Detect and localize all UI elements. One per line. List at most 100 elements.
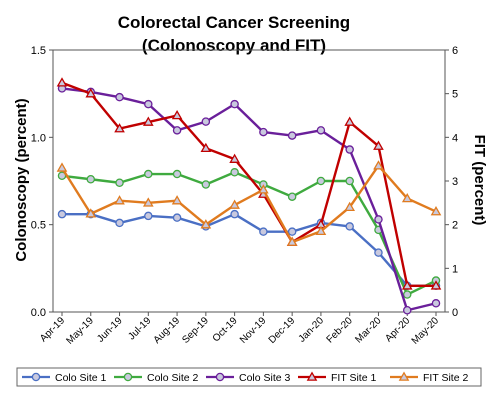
y-axis-left: 0.0 0.5 1.0 1.5 xyxy=(31,45,53,319)
data-point-colo-site-2 xyxy=(287,192,297,201)
y-right-tick-label: 1 xyxy=(452,263,458,275)
data-point-fit-site-2 xyxy=(315,225,327,236)
x-tick-label: Jun-19 xyxy=(95,315,125,345)
y-left-tick-label: 0.5 xyxy=(31,220,46,232)
data-point-fit-site-2 xyxy=(200,219,212,229)
y-axis-right: 0 1 2 3 4 5 6 xyxy=(445,45,458,319)
data-point-colo-site-2 xyxy=(316,176,326,186)
data-point-fit-site-1 xyxy=(85,88,97,98)
y-right-tick-label: 6 xyxy=(452,45,458,57)
data-point-colo-site-2 xyxy=(115,178,124,187)
data-point-colo-site-1 xyxy=(115,218,124,228)
series-colo-site-1 xyxy=(57,209,441,291)
legend-swatch-marker xyxy=(123,372,133,382)
legend-swatch-marker xyxy=(215,372,225,382)
legend-item-fit-site-2: FIT Site 2 xyxy=(390,371,468,384)
data-point-colo-site-2 xyxy=(144,169,153,179)
data-point-colo-site-1 xyxy=(230,209,239,219)
y-right-tick-label: 5 xyxy=(452,89,458,101)
x-tick-label: Mar-20 xyxy=(353,315,383,345)
data-point-fit-site-2 xyxy=(171,195,183,205)
x-tick-label: Apr-20 xyxy=(383,315,412,344)
legend-label: FIT Site 1 xyxy=(331,372,376,384)
data-point-colo-site-2 xyxy=(230,168,239,177)
x-tick-label: May-20 xyxy=(410,315,442,347)
data-point-colo-site-3 xyxy=(144,99,153,109)
y-axis-left-label: Colonoscopy (percent) xyxy=(13,98,30,261)
data-point-colo-site-3 xyxy=(201,117,211,126)
data-point-fit-site-1 xyxy=(142,116,154,126)
data-point-colo-site-2 xyxy=(345,176,354,186)
data-point-fit-site-2 xyxy=(401,192,413,203)
data-point-fit-site-1 xyxy=(430,280,442,290)
y-right-tick-label: 2 xyxy=(452,220,458,232)
data-point-colo-site-1 xyxy=(287,227,297,236)
legend-swatch-marker xyxy=(31,372,41,382)
legend-swatch-marker xyxy=(306,371,318,381)
data-point-colo-site-1 xyxy=(57,209,67,219)
x-tick-label: Jan-20 xyxy=(297,315,327,345)
chart-title-line-1: Colorectal Cancer Screening xyxy=(118,13,350,32)
data-point-colo-site-3 xyxy=(316,126,326,135)
data-point-colo-site-1 xyxy=(144,211,153,221)
data-point-fit-site-1 xyxy=(373,140,384,150)
y-right-tick-label: 0 xyxy=(452,307,458,319)
legend-label: Colo Site 1 xyxy=(55,372,107,384)
data-point-colo-site-3 xyxy=(374,215,383,224)
data-point-colo-site-3 xyxy=(115,92,124,102)
data-point-colo-site-1 xyxy=(259,227,268,236)
data-point-fit-site-2 xyxy=(286,236,298,246)
data-point-fit-site-1 xyxy=(56,77,68,87)
data-point-fit-site-2 xyxy=(430,206,442,216)
data-point-colo-site-2 xyxy=(86,175,96,184)
data-point-colo-site-2 xyxy=(402,290,412,299)
legend-label: FIT Site 2 xyxy=(423,372,468,384)
data-point-fit-site-1 xyxy=(344,116,356,126)
series-line-colo-site-1 xyxy=(62,212,436,287)
legend-item-colo-site-3: Colo Site 3 xyxy=(206,372,291,384)
data-point-colo-site-3 xyxy=(259,127,268,137)
x-tick-label: Oct-19 xyxy=(211,315,240,344)
data-point-colo-site-1 xyxy=(345,222,354,231)
y-left-tick-label: 1.5 xyxy=(31,45,46,57)
series-fit-site-2 xyxy=(56,160,442,246)
data-point-fit-site-2 xyxy=(142,197,154,207)
legend-box xyxy=(16,367,482,387)
data-point-fit-site-1 xyxy=(171,109,183,120)
legend: Colo Site 1 Colo Site 2 Colo Site 3 FIT Sit… xyxy=(16,367,482,387)
data-point-fit-site-1 xyxy=(200,142,212,153)
data-point-fit-site-1 xyxy=(114,123,125,133)
data-point-colo-site-1 xyxy=(374,248,383,257)
data-point-colo-site-3 xyxy=(402,306,412,315)
legend-item-fit-site-1: FIT Site 1 xyxy=(298,371,376,384)
y-axis-right-label: FIT (percent) xyxy=(471,135,488,226)
y-right-tick-label: 3 xyxy=(452,176,458,188)
data-point-colo-site-1 xyxy=(172,213,182,222)
chart-title: Colorectal Cancer Screening (Colonoscopy… xyxy=(118,13,350,55)
legend-swatch-marker xyxy=(398,371,410,381)
legend-label: Colo Site 2 xyxy=(147,372,199,384)
data-point-colo-site-3 xyxy=(287,131,297,140)
x-tick-label: May-19 xyxy=(65,315,97,347)
x-tick-label: Aug-19 xyxy=(152,315,183,346)
data-point-fit-site-2 xyxy=(85,208,97,218)
series-colo-site-3 xyxy=(57,84,441,315)
data-point-colo-site-3 xyxy=(431,299,441,308)
y-left-tick-label: 0.0 xyxy=(31,307,46,319)
series-line-colo-site-3 xyxy=(61,87,437,312)
y-left-tick-label: 1.0 xyxy=(31,132,46,144)
series-layer xyxy=(56,77,442,315)
x-tick-label: Jul-19 xyxy=(126,315,153,342)
legend-item-colo-site-2: Colo Site 2 xyxy=(114,372,199,384)
data-point-colo-site-2 xyxy=(201,180,211,189)
data-point-fit-site-2 xyxy=(258,184,269,194)
legend-item-colo-site-1: Colo Site 1 xyxy=(22,372,107,384)
data-point-colo-site-2 xyxy=(172,169,182,179)
legend-label: Colo Site 3 xyxy=(239,372,291,384)
x-tick-label: Sep-19 xyxy=(180,315,211,346)
data-point-fit-site-1 xyxy=(401,280,413,290)
data-point-fit-site-1 xyxy=(229,153,240,163)
x-tick-label: Dec-19 xyxy=(267,315,298,346)
